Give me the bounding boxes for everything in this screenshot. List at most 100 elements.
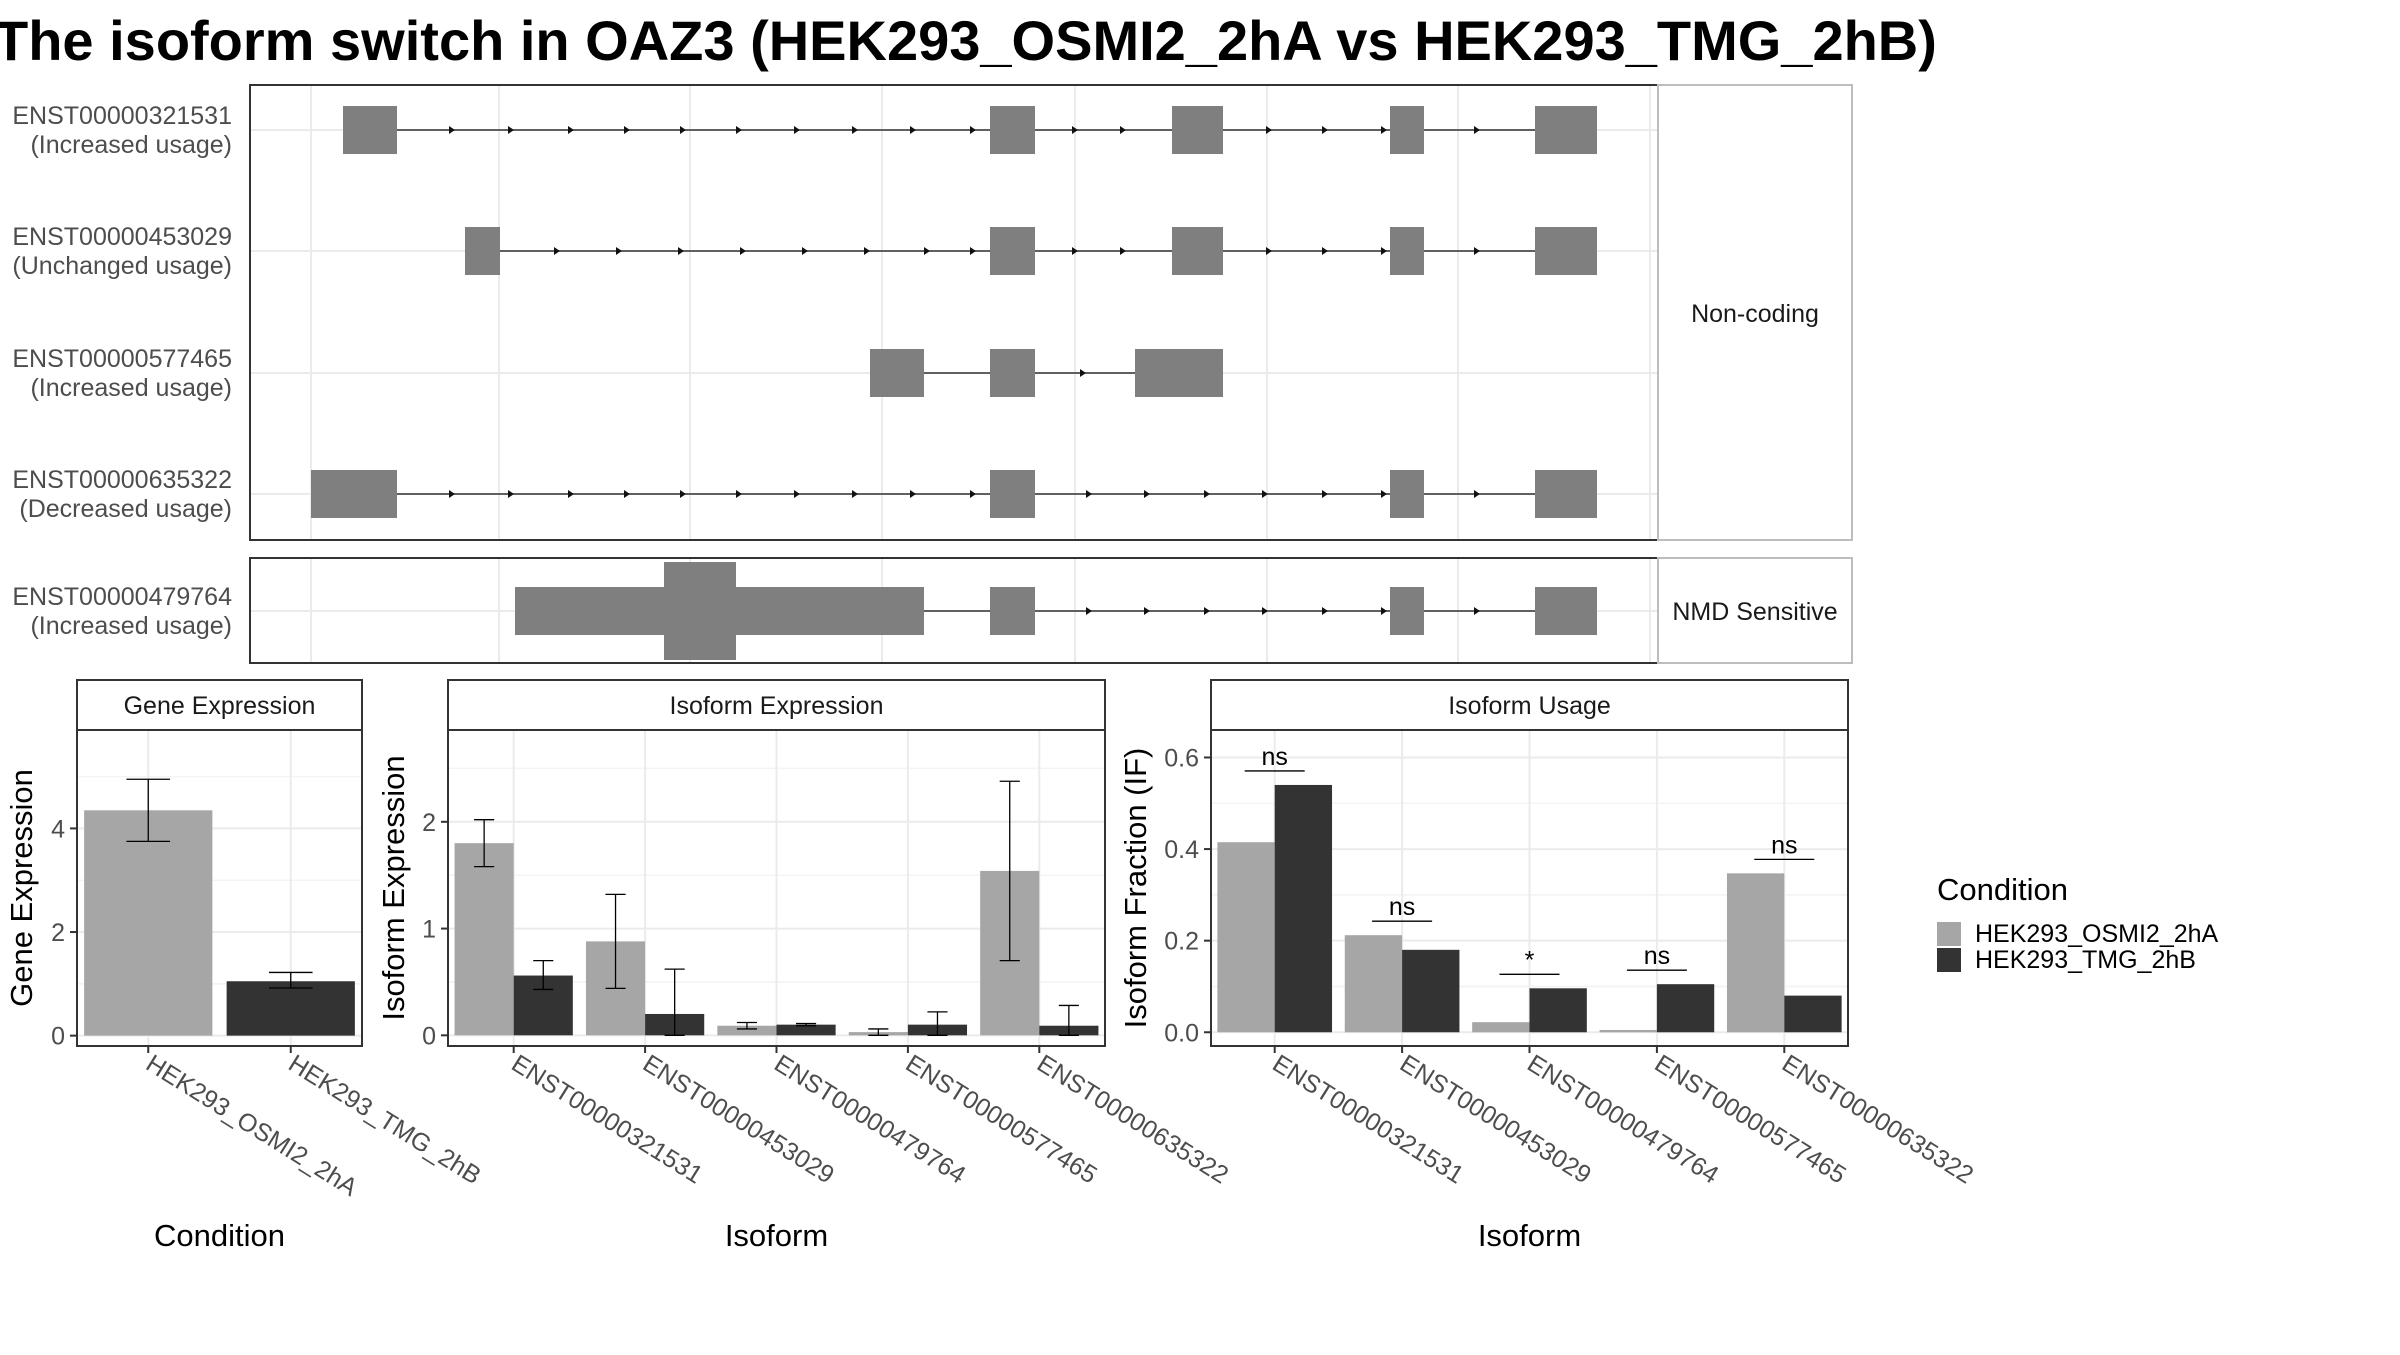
intron-arrow	[736, 126, 742, 134]
y-tick-label: 0.4	[1164, 836, 1199, 864]
exon-coding	[664, 562, 736, 660]
intron-arrow	[740, 247, 746, 255]
y-tick-label: 0.2	[1164, 928, 1199, 956]
intron-arrow	[1144, 490, 1150, 498]
significance-label: ns	[1644, 942, 1670, 970]
significance-label: *	[1525, 946, 1535, 974]
intron-arrow	[624, 490, 630, 498]
exon	[311, 470, 397, 518]
facet-strip	[1210, 679, 1849, 731]
intron-arrow	[1381, 490, 1387, 498]
intron-arrow	[680, 490, 686, 498]
transcript-row: ENST00000453029(Unchanged usage)	[12, 223, 1597, 280]
intron-arrow	[1262, 490, 1268, 498]
intron-arrow	[1322, 490, 1328, 498]
intron-arrow	[568, 126, 574, 134]
intron-arrow	[794, 126, 800, 134]
intron-arrow	[1322, 247, 1328, 255]
bar	[1402, 949, 1460, 1033]
structure-panel: ENST00000479764(Increased usage) NMD Sens…	[12, 557, 1853, 664]
structure-panel: ENST00000321531(Increased usage)ENST0000…	[12, 84, 1853, 541]
intron-arrow	[1474, 607, 1480, 615]
bar-panel: Gene Expression024HEK293_OSMI2_2hAHEK293…	[4, 679, 486, 1253]
x-axis-title: Condition	[154, 1218, 285, 1253]
transcript-id-label: ENST00000321531	[12, 102, 232, 130]
y-axis-title: Isoform Expression	[376, 755, 411, 1020]
intron-arrow	[1474, 490, 1480, 498]
intron-arrow	[1204, 607, 1210, 615]
exon	[990, 106, 1035, 154]
y-tick-label: 0.6	[1164, 744, 1199, 772]
exon	[990, 587, 1035, 635]
intron-arrow	[910, 126, 916, 134]
exon	[465, 227, 500, 275]
intron-arrow	[678, 247, 684, 255]
intron-arrow	[1144, 607, 1150, 615]
significance-label: ns	[1771, 831, 1797, 859]
intron-arrow	[1381, 607, 1387, 615]
exon	[1135, 349, 1223, 397]
exon	[1390, 106, 1424, 154]
intron-arrow	[1086, 490, 1092, 498]
x-axis-title: Isoform	[725, 1218, 828, 1253]
facet-strip	[1657, 84, 1853, 541]
facet-strip	[76, 679, 363, 731]
y-tick-label: 2	[51, 919, 65, 947]
legend-swatch	[1937, 922, 1961, 946]
exon	[1535, 587, 1597, 635]
structure-panel-background	[250, 85, 1658, 540]
intron-arrow	[449, 126, 455, 134]
y-axis-title: Isoform Fraction (IF)	[1118, 748, 1153, 1029]
facet-strip-label: Non-coding	[1691, 300, 1819, 328]
exon	[990, 349, 1035, 397]
exon	[1390, 470, 1424, 518]
exon	[343, 106, 397, 154]
intron-arrow	[736, 490, 742, 498]
bar	[1472, 1022, 1530, 1033]
bar	[1529, 988, 1587, 1033]
intron-arrow	[508, 126, 514, 134]
intron-arrow	[970, 490, 976, 498]
bar	[776, 1024, 836, 1036]
bar	[1344, 935, 1403, 1033]
y-axis-title: Gene Expression	[4, 769, 39, 1007]
bar	[1217, 842, 1275, 1033]
transcript-usage-label: (Decreased usage)	[19, 495, 232, 523]
y-tick-label: 1	[422, 916, 436, 944]
transcript-usage-label: (Increased usage)	[30, 374, 232, 402]
intron-arrow	[852, 126, 858, 134]
intron-arrow	[1120, 126, 1126, 134]
intron-arrow	[624, 126, 630, 134]
facet-strip	[1657, 557, 1853, 664]
transcript-row: ENST00000635322(Decreased usage)	[12, 466, 1597, 523]
intron-arrow	[794, 490, 800, 498]
y-tick-label: 0	[51, 1023, 65, 1051]
intron-arrow	[852, 490, 858, 498]
transcript-id-label: ENST00000577465	[12, 345, 232, 373]
intron-arrow	[864, 247, 870, 255]
transcript-row: ENST00000479764(Increased usage)	[12, 562, 1597, 660]
transcript-row: ENST00000577465(Increased usage)	[12, 345, 1223, 402]
intron-arrow	[1474, 126, 1480, 134]
y-tick-label: 4	[51, 815, 65, 843]
bar	[1274, 784, 1333, 1033]
intron-arrow	[508, 490, 514, 498]
legend-title: Condition	[1937, 872, 2068, 907]
intron-arrow	[680, 126, 686, 134]
transcript-usage-label: (Increased usage)	[30, 612, 232, 640]
intron-arrow	[1474, 247, 1480, 255]
exon	[1535, 227, 1597, 275]
intron-arrow	[616, 247, 622, 255]
intron-arrow	[924, 247, 930, 255]
intron-arrow	[1086, 607, 1092, 615]
panel-border	[76, 729, 363, 1047]
intron-arrow	[970, 247, 976, 255]
bar	[1599, 1029, 1657, 1033]
exon	[990, 470, 1035, 518]
intron-arrow	[1072, 247, 1078, 255]
transcript-id-label: ENST00000453029	[12, 223, 232, 251]
facet-strip-label: NMD Sensitive	[1672, 598, 1837, 626]
